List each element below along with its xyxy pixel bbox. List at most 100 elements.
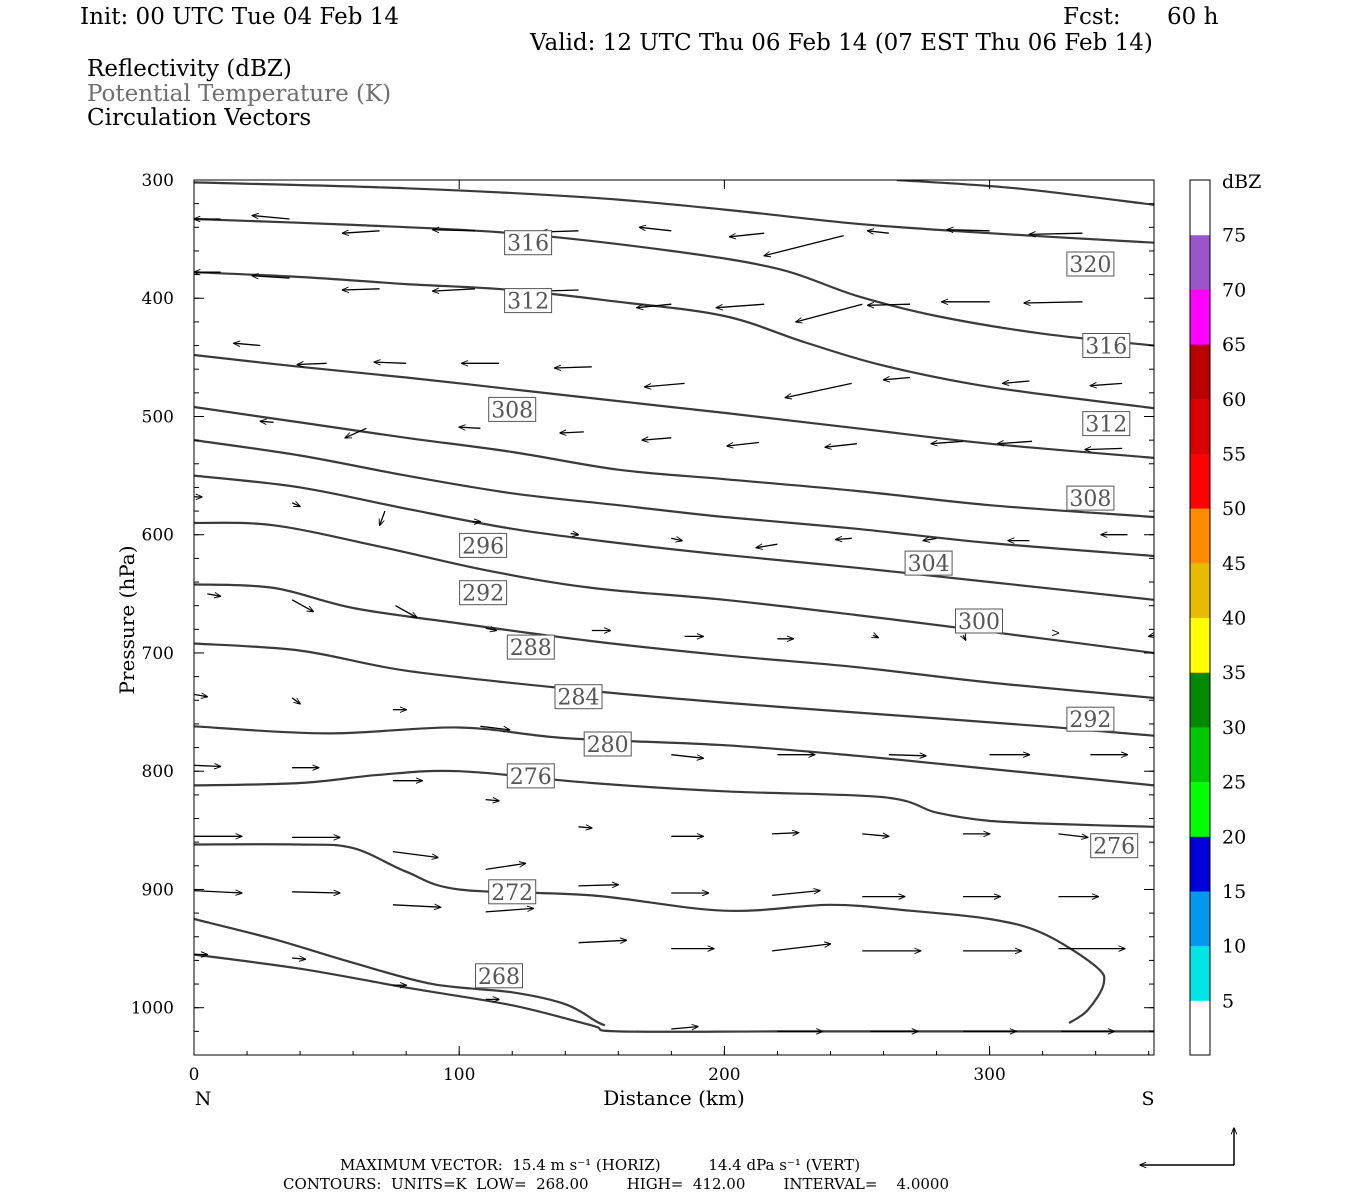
- circulation-vector: [485, 863, 526, 871]
- circulation-vector: [291, 599, 313, 612]
- isentrope-label-text: 288: [510, 636, 552, 661]
- circulation-vector: [931, 441, 964, 443]
- colorbar-swatch: [1190, 890, 1210, 947]
- isentrope-268: [194, 953, 1154, 1033]
- colorbar-level-label: 40: [1222, 608, 1246, 630]
- field-potential-temperature: Potential Temperature (K): [87, 81, 392, 107]
- colorbar-level-label: 20: [1222, 826, 1246, 848]
- colorbar-swatch: [1190, 180, 1210, 236]
- circulation-vector: [716, 303, 765, 308]
- isentrope-label-text: 300: [958, 610, 1000, 635]
- circulation-vector: [868, 304, 911, 305]
- reflectivity-colorbar: 5 10 15 20 25 30 35 40 45 50 55 60 65 70 75: [1189, 179, 1246, 1056]
- circulation-vector: [570, 534, 579, 535]
- isentrope-label-text: 308: [491, 398, 533, 423]
- isentrope-label-box: [1066, 706, 1115, 732]
- y-tick-label: 900: [142, 880, 174, 900]
- isentrope-label-box: [488, 396, 537, 422]
- isentrope-label: 288: [506, 634, 555, 661]
- colorbar-swatch: [1190, 289, 1210, 345]
- isentrope-label-text: 272: [491, 881, 533, 906]
- colorbar-swatch: [1190, 453, 1210, 509]
- circulation-vector: [1149, 635, 1154, 636]
- x-end-label-south: S: [1141, 1088, 1154, 1110]
- isentrope-label-box: [1066, 251, 1115, 277]
- circulation-vector: [671, 538, 682, 540]
- isentrope-label: 276: [506, 763, 555, 790]
- isentrope-label-box: [506, 763, 555, 789]
- colorbar-swatch: [1190, 836, 1210, 892]
- isentrope-label-box: [488, 879, 537, 905]
- isentrope-280: [194, 725, 1154, 787]
- colorbar-level-label: 60: [1222, 389, 1246, 411]
- colorbar-level-label: 30: [1222, 717, 1246, 739]
- isentrope-272: [194, 917, 606, 1027]
- circulation-vector: [459, 427, 481, 428]
- isentrope-label-box: [583, 731, 632, 757]
- y-axis: 300 400 500 600 700 800 900 1000: [131, 171, 1154, 1032]
- isentrope-label: 272: [488, 879, 537, 906]
- isentrope-lines: [194, 180, 1154, 1033]
- colorbar-level-label: 65: [1222, 334, 1246, 356]
- x-tick-label: 300: [973, 1065, 1005, 1085]
- y-tick-label: 1000: [131, 999, 174, 1019]
- isentrope-label: 292: [1066, 706, 1115, 733]
- colorbar-swatch: [1190, 781, 1210, 837]
- isentrope-284: [194, 642, 1154, 737]
- isentrope-label-box: [1066, 485, 1115, 511]
- isentrope-label: 316: [1082, 333, 1131, 360]
- circulation-vector: [297, 363, 327, 364]
- colorbar-swatch: [1190, 344, 1210, 400]
- contour-info-note: CONTOURS: UNITS=K LOW= 268.00 HIGH= 412.…: [283, 1175, 949, 1193]
- circulation-vector: [252, 276, 290, 278]
- isentrope-label-text: 292: [462, 582, 504, 607]
- isentrope-label-text: 276: [510, 765, 552, 790]
- isentrope-label-box: [459, 580, 508, 606]
- circulation-vector: [291, 697, 300, 704]
- isentrope-label-text: 312: [1085, 413, 1127, 438]
- circulation-vector: [671, 754, 703, 759]
- circulation-vector: [392, 905, 441, 907]
- isentrope-label: 292: [459, 580, 508, 607]
- circulation-vector: [963, 635, 966, 640]
- y-tick-label: 600: [142, 526, 174, 546]
- circulation-vector: [923, 538, 937, 540]
- isentrope-label: 320: [1066, 251, 1115, 278]
- x-axis: 0 100 200 300: [189, 180, 1150, 1085]
- circulation-vector: [260, 421, 274, 422]
- colorbar-swatch: [1190, 1000, 1210, 1056]
- circulation-vector: [637, 303, 672, 308]
- colorbar-swatch: [1190, 398, 1210, 454]
- init-time: Init: 00 UTC Tue 04 Feb 14: [80, 4, 400, 30]
- colorbar-title: dBZ: [1222, 171, 1261, 193]
- y-tick-label: 300: [142, 171, 174, 191]
- x-tick-label: 0: [189, 1065, 200, 1085]
- circulation-vector: [884, 378, 911, 380]
- circulation-vector: [480, 725, 509, 730]
- circulation-vector: [1090, 383, 1123, 385]
- isentrope-324: [896, 180, 1154, 206]
- colorbar-level-label: 50: [1222, 498, 1246, 520]
- colorbar-level-label: 45: [1222, 553, 1246, 575]
- y-axis-title: Pressure (hPa): [115, 546, 139, 695]
- isentrope-label-text: 284: [558, 686, 600, 711]
- circulation-vector: [433, 230, 476, 231]
- isentrope-label-text: 268: [478, 965, 520, 990]
- isentrope-label: 312: [504, 288, 553, 315]
- colorbar-swatch: [1190, 508, 1210, 564]
- isentrope-label-box: [554, 684, 603, 710]
- isentrope-label-box: [1082, 411, 1131, 437]
- isentrope-312: [194, 271, 1154, 410]
- circulation-vector: [645, 382, 685, 387]
- circulation-vector: [756, 544, 778, 548]
- circulation-vector: [947, 230, 990, 231]
- isentrope-320: [194, 181, 1154, 244]
- isentrope-label-text: 312: [507, 290, 549, 315]
- circulation-vector: [640, 227, 672, 232]
- y-tick-label: 400: [142, 289, 174, 309]
- circulation-vector: [578, 885, 619, 886]
- circulation-vector: [292, 958, 305, 959]
- isentrope-label-box: [955, 608, 1003, 634]
- forecast-label: Fcst:: [1063, 4, 1121, 30]
- isentrope-label: 300: [955, 608, 1003, 635]
